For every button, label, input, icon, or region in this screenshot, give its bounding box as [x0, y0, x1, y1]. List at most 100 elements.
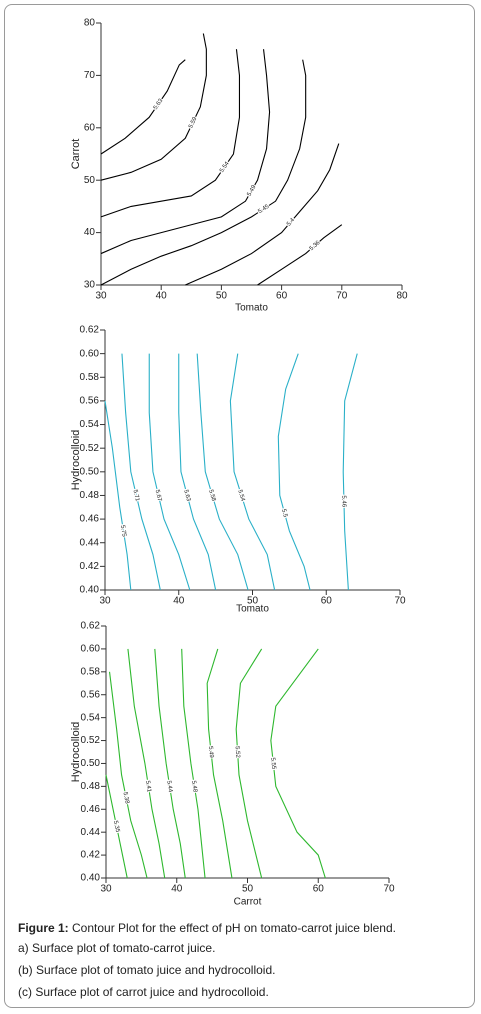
contour-label: 5.44 [165, 780, 173, 793]
contour-label: 5.58 [207, 489, 216, 503]
y-tick-label: 0.52 [80, 443, 100, 454]
y-tick-label: 0.52 [81, 735, 101, 746]
contour-line [100, 59, 307, 286]
x-tick-label: 30 [95, 291, 107, 302]
x-axis-label: Tomato [236, 604, 269, 615]
x-tick-label: 70 [383, 884, 395, 895]
contour-line [235, 648, 263, 879]
x-tick-label: 50 [216, 291, 228, 302]
contour-label: 5.75 [119, 525, 127, 538]
contour-label: 5.35 [112, 820, 120, 833]
y-axis-label: Carrot [70, 139, 82, 170]
contour-label: 5.41 [144, 780, 152, 793]
contour-label: 5.4 [286, 217, 296, 228]
y-tick-label: 0.54 [81, 712, 101, 723]
x-tick-label: 60 [321, 596, 333, 607]
x-axis-label: Carrot [234, 897, 262, 908]
x-tick-label: 70 [336, 291, 348, 302]
x-tick-label: 40 [171, 884, 183, 895]
contour-label: 5.49 [207, 746, 214, 759]
y-tick-label: 0.46 [80, 514, 100, 525]
contour-line [104, 400, 132, 591]
caption-item: (b) Surface plot of tomato juice and hyd… [18, 963, 276, 977]
contour-line [181, 648, 206, 879]
y-tick-label: 0.48 [80, 490, 100, 501]
caption-text: Contour Plot for the effect of pH on tom… [68, 921, 396, 935]
x-tick-label: 60 [276, 291, 288, 302]
caption-item: (c) Surface plot of carrot juice and hyd… [18, 985, 269, 999]
contour-line [154, 648, 186, 879]
figure-label: Figure 1: [18, 921, 69, 935]
x-tick-label: 50 [247, 596, 259, 607]
y-tick-label: 0.54 [80, 419, 100, 430]
contour-line [270, 648, 326, 879]
contour-label: 5.5 [280, 509, 288, 519]
y-tick-label: 0.62 [81, 621, 101, 632]
contour-label: 5.67 [154, 489, 163, 502]
y-tick-label: 0.60 [81, 644, 101, 655]
y-tick-label: 0.42 [81, 850, 101, 861]
contour-line [196, 353, 249, 591]
y-tick-label: 0.46 [81, 804, 101, 815]
y-tick-label: 30 [84, 280, 96, 291]
figure-plots: 30 40 50 60 70 80 30 40 50 60 70 80 Tomato Carrot 5.63… [70, 18, 408, 908]
contour-label: 5.49 [246, 184, 257, 198]
y-tick-label: 0.56 [81, 689, 101, 700]
y-tick-label: 0.40 [80, 585, 100, 596]
y-tick-label: 0.58 [81, 666, 101, 677]
contour-label: 5.63 [182, 489, 191, 502]
contour-label: 5.63 [153, 97, 165, 111]
x-tick-label: 40 [156, 291, 168, 302]
x-tick-label: 40 [173, 596, 185, 607]
contour-line [229, 353, 276, 591]
x-tick-label: 50 [242, 884, 254, 895]
contour-label: 5.46 [340, 495, 346, 507]
contour-line [100, 33, 207, 181]
y-tick-label: 40 [84, 227, 96, 238]
contour-label: 5.54 [219, 160, 231, 174]
contour-label: 5.71 [132, 489, 141, 502]
contour-line [185, 143, 340, 286]
x-axis-label: Tomato [235, 303, 268, 314]
contour-line [127, 648, 166, 879]
contour-line [178, 353, 217, 591]
y-tick-label: 60 [84, 122, 96, 133]
x-tick-label: 80 [396, 291, 408, 302]
contour-label: 5.48 [190, 780, 198, 793]
contour-line [257, 224, 343, 286]
y-tick-label: 0.62 [80, 325, 100, 336]
contour-label: 5.52 [234, 746, 241, 759]
y-axis-label: Hydrocolloid [70, 722, 82, 783]
y-tick-label: 80 [84, 18, 96, 29]
contour-line [148, 353, 191, 591]
contour-label: 5.38 [122, 792, 130, 805]
y-tick-label: 0.50 [80, 466, 100, 477]
contour-line [100, 59, 186, 155]
x-tick-label: 30 [100, 884, 112, 895]
contour-line [206, 648, 233, 879]
contour-line [342, 353, 358, 591]
x-tick-label: 70 [394, 596, 406, 607]
contour-line [121, 353, 161, 591]
y-tick-label: 0.42 [80, 561, 100, 572]
x-tick-label: 30 [99, 596, 111, 607]
caption-item: a) Surface plot of tomato-carrot juice. [18, 941, 216, 955]
contour-label: 5.59 [188, 116, 199, 130]
y-tick-label: 0.58 [80, 372, 100, 383]
y-tick-label: 0.50 [81, 758, 101, 769]
y-tick-label: 0.44 [81, 827, 101, 838]
x-tick-label: 60 [313, 884, 325, 895]
contour-line [277, 353, 311, 591]
y-tick-label: 70 [84, 70, 96, 81]
y-tick-label: 0.56 [80, 396, 100, 407]
y-tick-label: 0.60 [80, 348, 100, 359]
y-tick-label: 0.44 [80, 537, 100, 548]
contour-line [105, 774, 128, 879]
figure-frame [4, 4, 475, 1008]
contour-label: 5.54 [236, 489, 245, 503]
y-tick-label: 0.40 [81, 873, 101, 884]
contour-line [100, 49, 241, 218]
y-axis-label: Hydrocolloid [70, 430, 82, 491]
y-tick-label: 0.48 [81, 781, 101, 792]
